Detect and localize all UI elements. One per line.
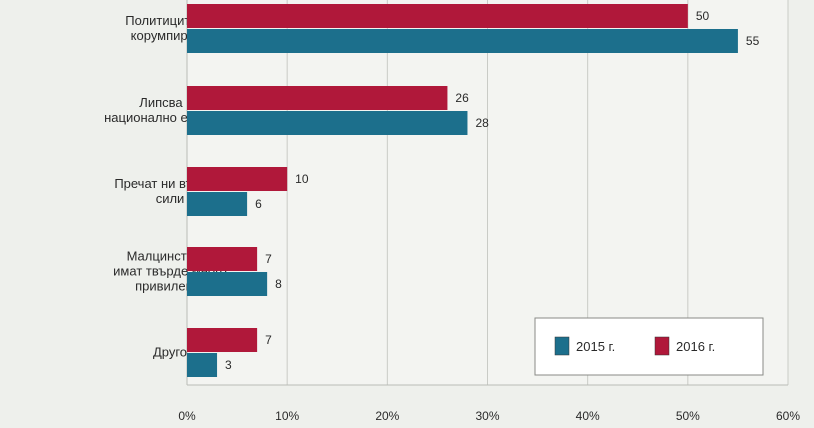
bar (187, 111, 468, 135)
value-label: 10 (295, 172, 309, 186)
x-tick-label: 20% (375, 409, 399, 423)
value-label: 7 (265, 252, 272, 266)
bar (187, 328, 258, 352)
bar (187, 167, 288, 191)
x-tick-label: 10% (275, 409, 299, 423)
category-label: Липсва ни (139, 95, 200, 110)
bar (187, 86, 448, 110)
legend-box (534, 317, 764, 376)
legend-label: 2016 г. (676, 339, 715, 354)
legend-swatch (554, 336, 570, 356)
x-tick-label: 50% (676, 409, 700, 423)
x-tick-label: 30% (475, 409, 499, 423)
value-label: 6 (255, 197, 262, 211)
bar (187, 192, 248, 216)
value-label: 50 (696, 9, 710, 23)
x-tick-label: 0% (178, 409, 196, 423)
bar (187, 29, 738, 53)
x-tick-label: 40% (576, 409, 600, 423)
bar (187, 247, 258, 271)
value-label: 7 (265, 333, 272, 347)
x-tick-label: 60% (776, 409, 800, 423)
category-label: сили (156, 191, 185, 206)
value-label: 28 (475, 116, 489, 130)
bar (187, 353, 218, 377)
legend-swatch (654, 336, 670, 356)
value-label: 26 (455, 91, 469, 105)
value-label: 55 (746, 34, 760, 48)
legend-label: 2015 г. (576, 339, 615, 354)
value-label: 8 (275, 277, 282, 291)
bar (187, 4, 688, 28)
bar (187, 272, 268, 296)
category-label: Друго (153, 345, 187, 360)
value-label: 3 (225, 358, 232, 372)
